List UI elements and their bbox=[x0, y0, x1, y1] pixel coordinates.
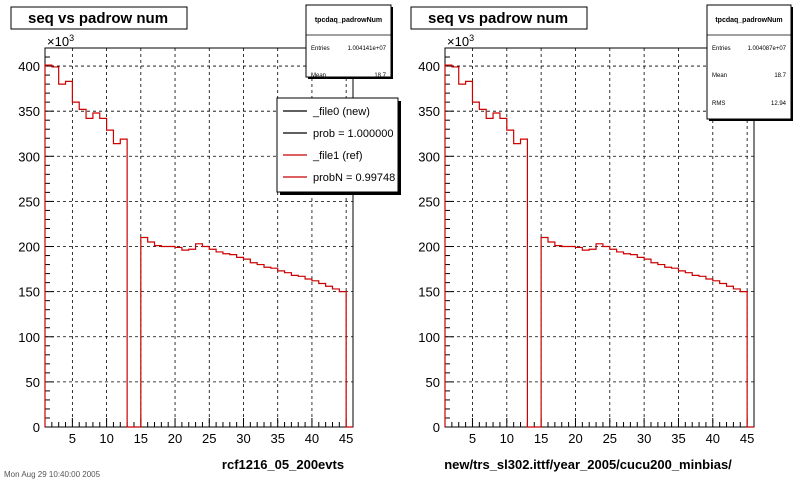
legend-entry-label: _file1 (ref) bbox=[312, 150, 363, 162]
x-tick-label: 10 bbox=[500, 431, 514, 446]
y-tick-label: 250 bbox=[418, 194, 440, 209]
stats-mean-label: Mean bbox=[311, 73, 326, 79]
x-tick-label: 20 bbox=[168, 431, 182, 446]
y-tick-label: 0 bbox=[33, 420, 40, 435]
y-tick-label: 350 bbox=[18, 104, 40, 119]
stats-entries-value: 1.004141e+07 bbox=[347, 46, 386, 52]
y-tick-label: 300 bbox=[418, 149, 440, 164]
stats-mean-value: 18.7 bbox=[374, 73, 386, 79]
x-tick-label: 30 bbox=[236, 431, 250, 446]
title-box bbox=[410, 6, 588, 30]
legend-entry-label: probN = 0.99748 bbox=[313, 172, 395, 184]
y-multiplier-label: ×103 bbox=[47, 33, 74, 49]
y-tick-label: 250 bbox=[18, 194, 40, 209]
y-tick-label: 150 bbox=[18, 285, 40, 300]
x-axis-label: new/trs_sl302.ittf/year_2005/cucu200_min… bbox=[444, 457, 732, 472]
stats-rms-value: 12.94 bbox=[771, 101, 787, 107]
chart-title: seq vs padrow num bbox=[28, 10, 168, 27]
x-axis-label: rcf1216_05_200evts bbox=[222, 457, 344, 472]
stats-entries-label: Entries bbox=[311, 46, 330, 52]
y-tick-label: 400 bbox=[18, 59, 40, 74]
stats-entries-label: Entries bbox=[712, 46, 731, 52]
y-tick-label: 0 bbox=[433, 420, 440, 435]
y-tick-label: 50 bbox=[426, 375, 440, 390]
stats-mean-value: 18.7 bbox=[774, 73, 786, 79]
stats-box-title: tpcdaq_padrowNum bbox=[715, 17, 782, 24]
x-tick-label: 25 bbox=[603, 431, 617, 446]
y-multiplier-label: ×103 bbox=[447, 33, 474, 49]
x-tick-label: 10 bbox=[99, 431, 113, 446]
stats-mean-label: Mean bbox=[712, 73, 727, 79]
y-tick-label: 50 bbox=[26, 375, 40, 390]
x-tick-label: 45 bbox=[740, 431, 754, 446]
x-tick-label: 25 bbox=[202, 431, 216, 446]
x-tick-label: 35 bbox=[270, 431, 284, 446]
y-tick-label: 300 bbox=[18, 149, 40, 164]
stats-box bbox=[305, 4, 392, 78]
plot-frame bbox=[444, 47, 755, 428]
x-tick-label: 40 bbox=[305, 431, 319, 446]
title-box bbox=[10, 6, 188, 30]
y-multiplier-exponent: 3 bbox=[469, 33, 474, 43]
histogram-series-line bbox=[444, 64, 754, 428]
x-tick-label: 5 bbox=[469, 431, 476, 446]
footer-timestamp: Mon Aug 29 10:40:00 2005 bbox=[4, 470, 101, 479]
y-tick-label: 150 bbox=[418, 285, 440, 300]
x-tick-label: 5 bbox=[69, 431, 76, 446]
x-tick-label: 40 bbox=[706, 431, 720, 446]
chart-title: seq vs padrow num bbox=[428, 10, 568, 27]
y-tick-label: 100 bbox=[18, 330, 40, 345]
y-tick-label: 200 bbox=[18, 240, 40, 255]
histogram-series-line bbox=[44, 64, 353, 428]
stats-box-title: tpcdaq_padrowNum bbox=[315, 17, 382, 24]
x-tick-label: 20 bbox=[568, 431, 582, 446]
y-tick-label: 200 bbox=[418, 240, 440, 255]
stats-entries-value: 1.004087e+07 bbox=[747, 46, 786, 52]
y-multiplier-exponent: 3 bbox=[69, 33, 74, 43]
legend-entry-label: _file0 (new) bbox=[312, 106, 370, 118]
x-tick-label: 45 bbox=[339, 431, 353, 446]
x-tick-label: 15 bbox=[134, 431, 148, 446]
x-tick-label: 35 bbox=[671, 431, 685, 446]
legend-entry-label: prob = 1.000000 bbox=[313, 128, 393, 140]
y-tick-label: 400 bbox=[418, 59, 440, 74]
x-tick-label: 15 bbox=[534, 431, 548, 446]
x-tick-label: 30 bbox=[637, 431, 651, 446]
y-tick-label: 350 bbox=[418, 104, 440, 119]
stats-rms-label: RMS bbox=[712, 101, 725, 107]
histogram-panel-1: 5 10 15 20 25 30 35 40 45 0 50 100 150 200 250 300 350 40… bbox=[10, 4, 401, 472]
histogram-panel-2: 5 10 15 20 25 30 35 40 45 0 50 100 150 200 250 300 350 40… bbox=[410, 4, 793, 472]
legend-box bbox=[276, 97, 399, 193]
stats-box bbox=[706, 4, 792, 120]
y-tick-label: 100 bbox=[418, 330, 440, 345]
